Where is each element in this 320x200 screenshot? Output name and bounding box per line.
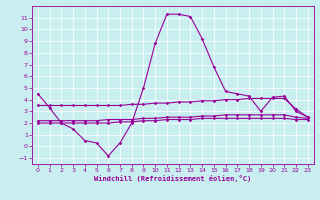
X-axis label: Windchill (Refroidissement éolien,°C): Windchill (Refroidissement éolien,°C) — [94, 175, 252, 182]
